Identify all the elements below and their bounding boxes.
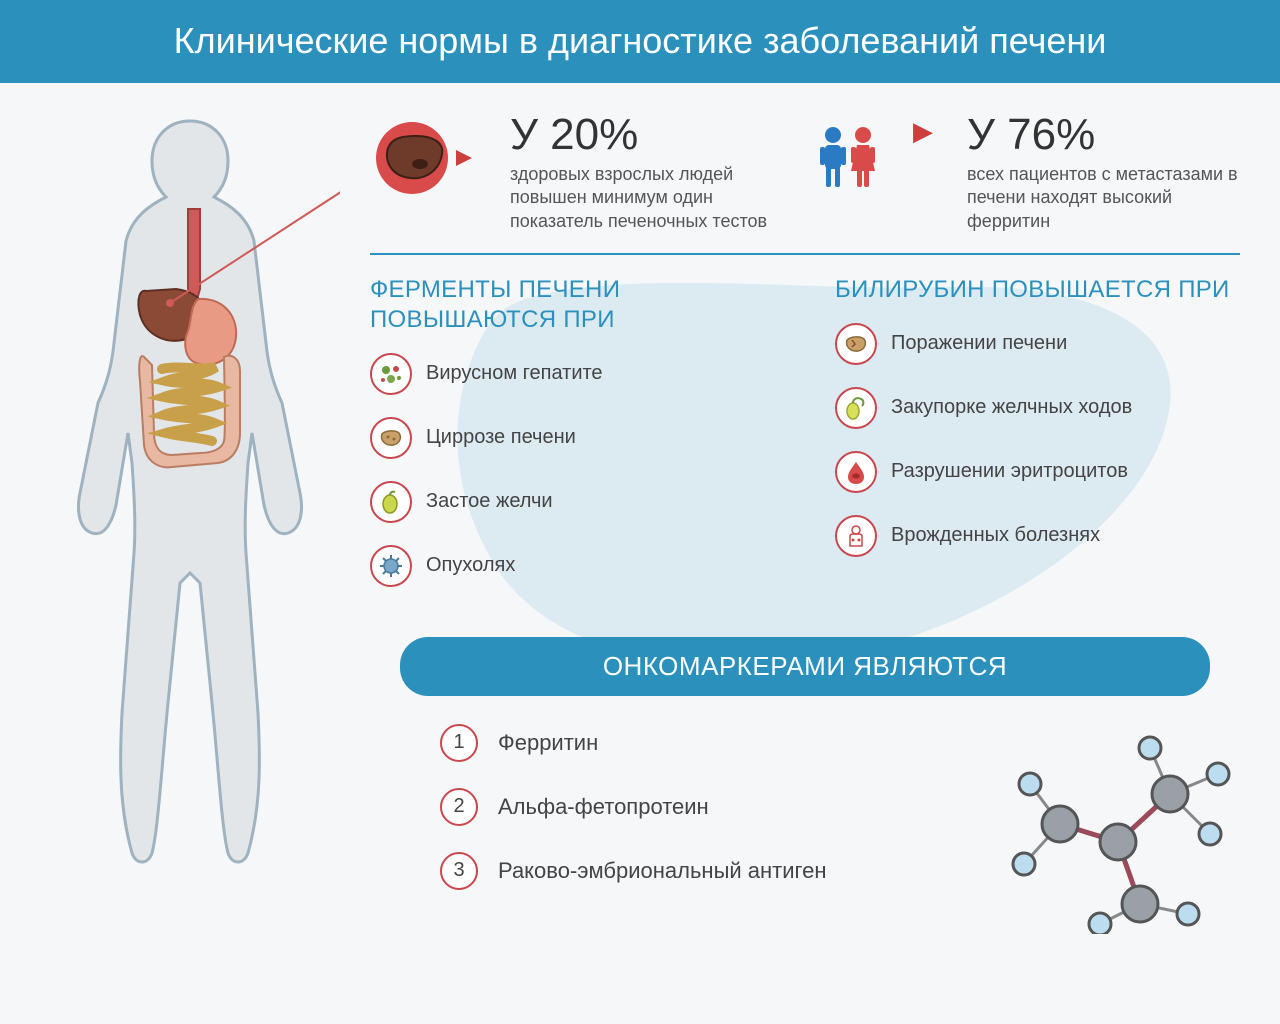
list-item: 3 Раково-эмбриональный антиген bbox=[440, 852, 970, 890]
liver-damage-icon bbox=[835, 323, 877, 365]
list-item: Застое желчи bbox=[370, 481, 775, 523]
list-item: Закупорке желчных ходов bbox=[835, 387, 1240, 429]
list-item-label: Циррозе печени bbox=[426, 426, 576, 449]
list-item: Вирусном гепатите bbox=[370, 353, 775, 395]
bilirubin-block: БИЛИРУБИН ПОВЫШАЕТСЯ ПРИ Поражении печен… bbox=[835, 275, 1240, 609]
stat-2-percent: У 76% bbox=[967, 113, 1240, 157]
liver-callout-icon bbox=[370, 118, 480, 198]
onco-marker-label: Раково-эмбриональный антиген bbox=[498, 858, 826, 884]
tumor-icon bbox=[370, 545, 412, 587]
onco-marker-label: Ферритин bbox=[498, 730, 598, 756]
molecule-icon bbox=[1000, 724, 1240, 934]
stats-row: У 20% здоровых взрослых людей повышен ми… bbox=[370, 113, 1240, 233]
right-column: У 20% здоровых взрослых людей повышен ми… bbox=[370, 113, 1240, 934]
stat-2-text: всех пациентов с метаста­зами в печени н… bbox=[967, 163, 1240, 233]
bile-stasis-icon bbox=[370, 481, 412, 523]
erythrocytes-icon bbox=[835, 451, 877, 493]
bilirubin-title: БИЛИРУБИН ПОВЫШАЕТСЯ ПРИ bbox=[835, 275, 1240, 305]
virus-icon bbox=[370, 353, 412, 395]
onco-row: 1 Ферритин 2 Альфа-фетопротеин 3 Раково-… bbox=[370, 724, 1240, 934]
onco-banner: ОНКОМАРКЕРАМИ ЯВЛЯЮТСЯ bbox=[400, 637, 1210, 696]
bilirubin-list: Поражении печени Закупорке желчных ходов… bbox=[835, 323, 1240, 557]
enzymes-block: ФЕРМЕНТЫ ПЕЧЕНИ ПОВЫШАЮТСЯ ПРИ Вирусном … bbox=[370, 275, 775, 609]
lists-row: ФЕРМЕНТЫ ПЕЧЕНИ ПОВЫШАЮТСЯ ПРИ Вирусном … bbox=[370, 275, 1240, 609]
arrow-icon: ▶ bbox=[913, 113, 933, 149]
congenital-icon bbox=[835, 515, 877, 557]
list-item-label: Поражении печени bbox=[891, 332, 1067, 355]
divider bbox=[370, 253, 1240, 255]
content: У 20% здоровых взрослых людей повышен ми… bbox=[0, 83, 1280, 934]
list-item: Циррозе печени bbox=[370, 417, 775, 459]
onco-marker-label: Альфа-фетопротеин bbox=[498, 794, 709, 820]
list-item: Поражении печени bbox=[835, 323, 1240, 365]
list-item-label: Врожденных болезнях bbox=[891, 524, 1100, 547]
liver-cirrhosis-icon bbox=[370, 417, 412, 459]
number-badge: 3 bbox=[440, 852, 478, 890]
list-item: Разрушении эритроцитов bbox=[835, 451, 1240, 493]
list-item-label: Разрушении эритроцитов bbox=[891, 460, 1128, 483]
list-item: 2 Альфа-фетопротеин bbox=[440, 788, 970, 826]
number-badge: 2 bbox=[440, 788, 478, 826]
stat-1-text: здоровых взрослых людей повышен минимум … bbox=[510, 163, 783, 233]
stat-block-2: У 76% всех пациентов с метаста­зами в пе… bbox=[967, 113, 1240, 233]
list-item-label: Опухолях bbox=[426, 554, 515, 577]
list-item-label: Вирусном гепатите bbox=[426, 362, 603, 385]
bile-duct-icon bbox=[835, 387, 877, 429]
list-item-label: Застое желчи bbox=[426, 490, 553, 513]
body-silhouette bbox=[40, 113, 340, 873]
onco-list: 1 Ферритин 2 Альфа-фетопротеин 3 Раково-… bbox=[440, 724, 970, 916]
page-title: Клинические нормы в диагностике заболева… bbox=[0, 0, 1280, 83]
enzymes-title: ФЕРМЕНТЫ ПЕЧЕНИ ПОВЫШАЮТСЯ ПРИ bbox=[370, 275, 775, 335]
enzymes-list: Вирусном гепатите Циррозе печени Застое … bbox=[370, 353, 775, 587]
list-item-label: Закупорке желчных ходов bbox=[891, 396, 1132, 419]
people-icon bbox=[813, 123, 883, 193]
stat-1-percent: У 20% bbox=[510, 113, 783, 157]
left-column bbox=[40, 113, 360, 934]
number-badge: 1 bbox=[440, 724, 478, 762]
stat-block-1: У 20% здоровых взрослых людей повышен ми… bbox=[510, 113, 783, 233]
list-item: 1 Ферритин bbox=[440, 724, 970, 762]
list-item: Врожденных болезнях bbox=[835, 515, 1240, 557]
list-item: Опухолях bbox=[370, 545, 775, 587]
